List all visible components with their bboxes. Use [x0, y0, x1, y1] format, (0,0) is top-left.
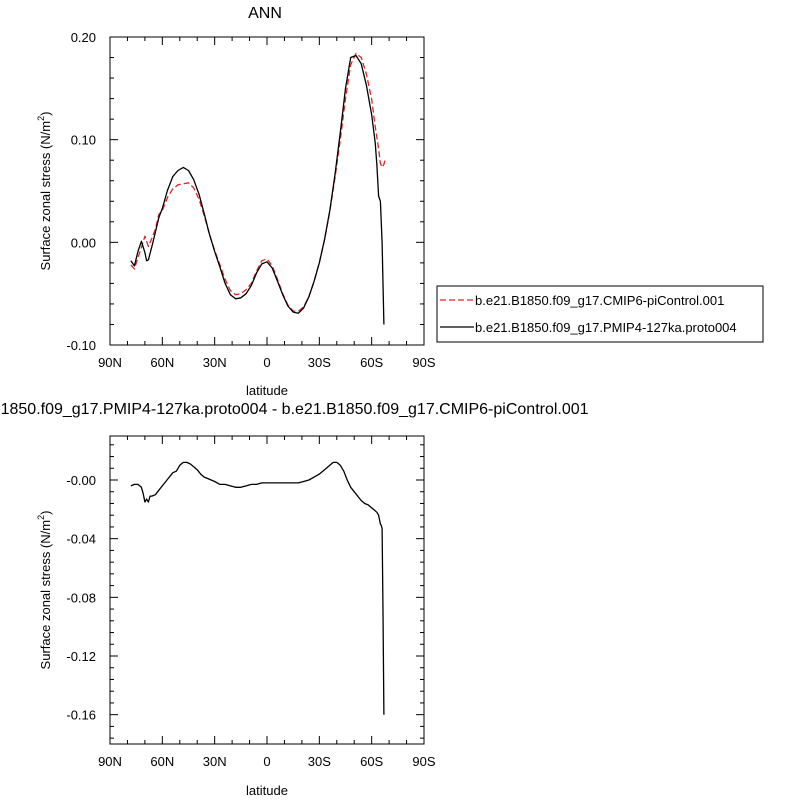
bottom-y-tick-label: -0.16 [66, 708, 96, 723]
top-x-tick-label: 60N [150, 355, 174, 370]
top-y-tick-label: 0.20 [71, 30, 96, 45]
bottom-x-tick-label: 60N [150, 754, 174, 769]
top-series-lines [130, 52, 387, 325]
legend-label-series-1: b.e21.B1850.f09_g17.CMIP6-piControl.001 [475, 293, 724, 308]
top-y-tick-label: 0.10 [71, 133, 96, 148]
bottom-x-axis-label: latitude [246, 783, 288, 798]
bottom-x-tick-label: 90S [412, 754, 435, 769]
top-x-tick-label: 30N [203, 355, 227, 370]
top-series-line-2 [130, 54, 385, 325]
legend-box [436, 285, 764, 343]
bottom-y-axis-label: Surface zonal stress (N/m2) [36, 511, 53, 670]
bottom-x-tick-label: 30S [308, 754, 331, 769]
top-x-tick-label: 90N [98, 355, 122, 370]
bottom-y-tick-label: -0.12 [66, 649, 96, 664]
top-ticks: 90N 60N 30N 0 30S 60S 90S 0.20 0.10 0.00 -0.10 [66, 30, 436, 370]
bottom-y-tick-label: -0.00 [66, 473, 96, 488]
top-panel: ANN 90N 60N 30N 0 30S 60S 90S 0.20 0.10 0.00 -0.10… [36, 5, 436, 398]
top-y-tick-label: -0.10 [66, 338, 96, 353]
bottom-panel: b.e21.B1850.f09_g17.PMIP4-127ka.proto004… [0, 401, 589, 798]
top-x-tick-label: 60S [360, 355, 383, 370]
bottom-ticks: 90N 60N 30N 0 30S 60S 90S -0.00 -0.04 -0.08 -0.12 -… [66, 436, 436, 769]
top-x-tick-label: 90S [412, 355, 435, 370]
bottom-x-tick-label: 0 [263, 754, 270, 769]
bottom-x-tick-label: 60S [360, 754, 383, 769]
top-y-axis-label: Surface zonal stress (N/m2) [36, 112, 53, 271]
bottom-x-tick-label: 90N [98, 754, 122, 769]
top-plot-frame [109, 36, 425, 346]
bottom-y-tick-label: -0.08 [66, 590, 96, 605]
bottom-series-lines [130, 461, 385, 715]
bottom-plot-frame [109, 435, 425, 745]
legend: b.e21.B1850.f09_g17.CMIP6-piControl.001 … [436, 285, 764, 343]
legend-label-series-2: b.e21.B1850.f09_g17.PMIP4-127ka.proto004 [475, 320, 737, 335]
bottom-x-tick-label: 30N [203, 754, 227, 769]
bottom-chart-title: b.e21.B1850.f09_g17.PMIP4-127ka.proto004… [0, 401, 589, 418]
top-chart-title: ANN [248, 5, 282, 22]
top-series-line-1 [130, 52, 387, 312]
top-x-tick-label: 30S [308, 355, 331, 370]
bottom-y-tick-label: -0.04 [66, 532, 96, 547]
top-x-tick-label: 0 [263, 355, 270, 370]
bottom-series-line-1 [130, 461, 385, 715]
top-y-tick-label: 0.00 [71, 235, 96, 250]
top-x-axis-label: latitude [246, 383, 288, 398]
